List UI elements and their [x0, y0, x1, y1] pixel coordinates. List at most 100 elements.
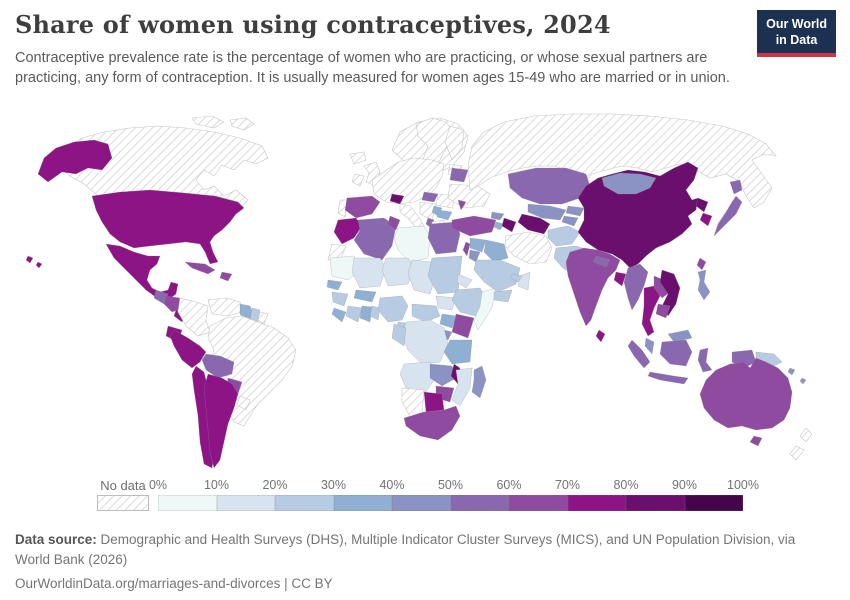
country-uae-qatar[interactable]	[509, 273, 523, 283]
country-australia[interactable]	[699, 357, 793, 431]
country-sudan[interactable]	[427, 255, 463, 295]
country-hungary[interactable]	[421, 191, 439, 203]
country-eritrea[interactable]	[456, 273, 473, 289]
country-tasmania[interactable]	[749, 435, 763, 447]
country-ireland[interactable]	[351, 173, 365, 187]
country-colombia[interactable]	[177, 297, 211, 337]
country-india[interactable]	[565, 247, 621, 327]
country-myanmar[interactable]	[623, 263, 649, 311]
country-guinea[interactable]	[331, 291, 349, 307]
country-libya[interactable]	[393, 225, 431, 263]
country-afghanistan[interactable]	[547, 225, 581, 247]
country-venezuela[interactable]	[207, 297, 243, 317]
country-drc[interactable]	[401, 319, 449, 365]
country-canada-arctic-1[interactable]	[191, 115, 225, 129]
legend-bin-70-80%[interactable]	[567, 495, 626, 511]
country-niger[interactable]	[381, 257, 415, 287]
country-south-korea[interactable]	[699, 212, 713, 227]
country-portugal[interactable]	[337, 199, 348, 218]
country-oman[interactable]	[517, 271, 531, 291]
country-madagascar[interactable]	[471, 365, 487, 399]
legend-no-data-swatch[interactable]	[97, 495, 149, 511]
country-azerbaijan[interactable]	[501, 217, 517, 233]
country-syria[interactable]	[469, 237, 487, 253]
country-indonesia-sumatra[interactable]	[627, 339, 651, 369]
country-sierra-leone-liberia[interactable]	[331, 307, 347, 323]
country-mauritania[interactable]	[329, 255, 359, 281]
country-malaysia-borneo[interactable]	[667, 329, 693, 343]
country-gabon-congo[interactable]	[391, 323, 407, 347]
country-south-africa[interactable]	[403, 405, 461, 441]
country-new-zealand-south[interactable]	[789, 445, 805, 461]
country-sri-lanka[interactable]	[595, 329, 606, 343]
country-indonesia-sulawesi[interactable]	[697, 347, 713, 373]
country-israel-lebanon[interactable]	[462, 241, 471, 257]
country-solomon[interactable]	[787, 367, 807, 385]
country-armenia[interactable]	[493, 221, 505, 231]
country-vietnam[interactable]	[659, 269, 681, 317]
country-senegal[interactable]	[326, 279, 343, 291]
owid-logo[interactable]: Our World in Data	[757, 10, 836, 58]
country-kyrgyzstan[interactable]	[565, 205, 585, 217]
country-turkey[interactable]	[451, 215, 497, 237]
country-indonesia-borneo[interactable]	[659, 339, 693, 367]
country-tunisia[interactable]	[387, 215, 401, 231]
country-uzbekistan[interactable]	[527, 203, 567, 221]
country-mozambique[interactable]	[451, 367, 473, 407]
country-french-guiana[interactable]	[257, 311, 269, 325]
citation-link[interactable]: OurWorldinData.org/marriages-and-divorce…	[15, 576, 333, 592]
legend-bin-20-30%[interactable]	[275, 495, 334, 511]
country-bulgaria[interactable]	[436, 209, 453, 221]
country-saudi-arabia[interactable]	[473, 259, 521, 293]
legend-bin-40-50%[interactable]	[392, 495, 451, 511]
legend-bin-10-20%[interactable]	[216, 495, 275, 511]
country-south-sudan[interactable]	[435, 295, 457, 311]
country-mexico[interactable]	[105, 243, 179, 301]
country-indonesia-java[interactable]	[647, 371, 689, 385]
country-ghana[interactable]	[359, 305, 373, 323]
country-japan-hokkaido[interactable]	[729, 179, 743, 195]
country-kenya[interactable]	[451, 313, 475, 339]
country-cote-divoire[interactable]	[345, 305, 363, 323]
country-nigeria[interactable]	[377, 295, 409, 323]
country-georgia[interactable]	[490, 211, 505, 221]
legend-bin-0-10%[interactable]	[158, 495, 217, 511]
country-burkina-faso[interactable]	[353, 289, 377, 303]
country-uruguay[interactable]	[236, 395, 251, 411]
country-canada-arctic-2[interactable]	[229, 117, 255, 131]
country-cuba[interactable]	[184, 261, 216, 275]
country-nepal[interactable]	[592, 255, 611, 268]
country-yemen[interactable]	[493, 289, 513, 303]
country-tanzania[interactable]	[443, 339, 473, 365]
country-botswana[interactable]	[423, 391, 445, 413]
country-morocco[interactable]	[333, 217, 363, 245]
country-uganda[interactable]	[439, 313, 457, 329]
country-moldova[interactable]	[457, 199, 467, 211]
legend-bin-50-60%[interactable]	[450, 495, 509, 511]
country-japan[interactable]	[713, 195, 743, 237]
country-scandinavia[interactable]	[415, 117, 453, 173]
country-kazakhstan[interactable]	[507, 167, 591, 205]
country-philippines[interactable]	[697, 269, 711, 301]
country-argentina[interactable]	[203, 373, 239, 469]
country-angola[interactable]	[399, 361, 435, 393]
country-alaska[interactable]	[37, 139, 113, 183]
country-car[interactable]	[411, 303, 441, 323]
country-north-korea[interactable]	[695, 197, 709, 213]
country-peru[interactable]	[169, 329, 207, 369]
country-hispaniola[interactable]	[219, 271, 233, 282]
country-bangladesh[interactable]	[613, 271, 627, 287]
country-algeria[interactable]	[353, 217, 397, 261]
country-iran[interactable]	[504, 231, 553, 265]
country-turkmenistan[interactable]	[517, 213, 551, 235]
country-tajikistan[interactable]	[561, 215, 579, 227]
country-finland[interactable]	[444, 125, 465, 161]
country-bolivia[interactable]	[201, 353, 235, 379]
country-zambia[interactable]	[429, 363, 457, 387]
legend-bin-30-40%[interactable]	[333, 495, 392, 511]
country-mali[interactable]	[351, 257, 387, 289]
country-mongolia[interactable]	[601, 172, 657, 195]
legend-bin-80-90%[interactable]	[626, 495, 685, 511]
legend-bin-90-100%[interactable]	[684, 495, 743, 511]
country-malaysia[interactable]	[644, 337, 655, 355]
